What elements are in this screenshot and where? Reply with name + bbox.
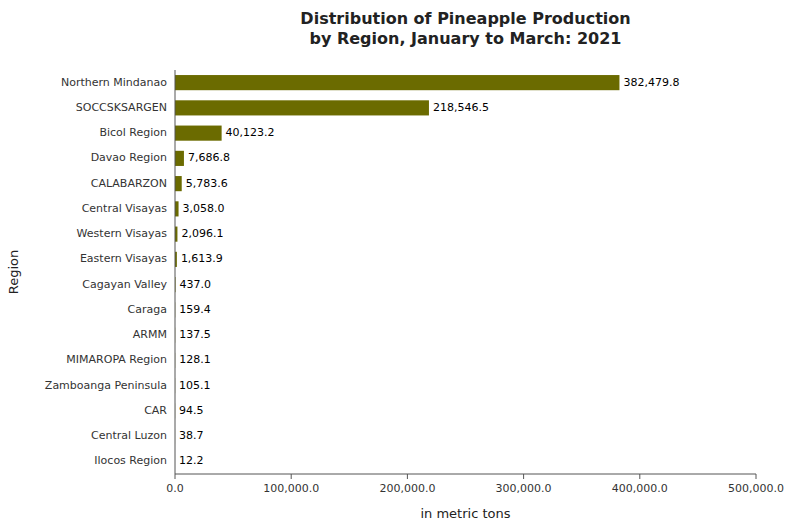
x-tick — [291, 474, 292, 479]
data-label: 94.5 — [179, 404, 204, 417]
background — [0, 0, 801, 532]
data-label: 137.5 — [179, 328, 211, 341]
title-line: Distribution of Pineapple Production — [300, 9, 630, 28]
x-tick-label: 100,000.0 — [263, 482, 319, 495]
y-tick-label: CAR — [144, 404, 167, 417]
y-tick-label: Caraga — [128, 303, 167, 316]
data-label: 1,613.9 — [181, 252, 223, 265]
bar — [175, 75, 619, 90]
data-label: 40,123.2 — [226, 126, 275, 139]
x-axis-label: in metric tons — [420, 506, 510, 521]
data-label: 437.0 — [180, 278, 212, 291]
title-line: by Region, January to March: 2021 — [309, 29, 621, 48]
title: Distribution of Pineapple Productionby R… — [300, 9, 630, 48]
y-axis-label: Region — [6, 250, 21, 295]
y-tick-label: Ilocos Region — [94, 454, 167, 467]
y-tick-label: MIMAROPA Region — [66, 353, 167, 366]
data-label: 7,686.8 — [188, 151, 230, 164]
y-tick-label: SOCCSKSARGEN — [76, 101, 167, 114]
bars — [175, 75, 619, 469]
y-tick-label: Cagayan Valley — [82, 278, 167, 291]
chart: Distribution of Pineapple Productionby R… — [0, 0, 801, 532]
x-tick — [175, 474, 176, 479]
data-label: 159.4 — [179, 303, 211, 316]
x-tick-label: 300,000.0 — [496, 482, 552, 495]
x-tick-label: 400,000.0 — [612, 482, 668, 495]
bar — [175, 176, 182, 191]
y-tick-label: Northern Mindanao — [61, 76, 167, 89]
bar — [175, 100, 429, 115]
y-axis-line — [175, 70, 176, 474]
y-tick-label: Eastern Visayas — [80, 252, 167, 265]
x-tick — [756, 474, 757, 479]
bar — [175, 126, 222, 141]
y-tick-label: CALABARZON — [91, 177, 167, 190]
y-tick-label: Western Visayas — [77, 227, 168, 240]
x-tick — [639, 474, 640, 479]
y-tick-label: Bicol Region — [99, 126, 167, 139]
y-tick-label: Davao Region — [91, 151, 167, 164]
x-tick — [407, 474, 408, 479]
x-axis-line — [175, 474, 756, 475]
y-tick-label: Central Luzon — [91, 429, 167, 442]
data-label: 128.1 — [179, 353, 211, 366]
x-tick-label: 500,000.0 — [728, 482, 784, 495]
y-tick-label: Zamboanga Peninsula — [45, 379, 167, 392]
data-label: 382,479.8 — [623, 76, 679, 89]
y-tick-label: ARMM — [133, 328, 167, 341]
x-tick — [523, 474, 524, 479]
data-label: 3,058.0 — [183, 202, 225, 215]
data-label: 5,783.6 — [186, 177, 228, 190]
data-label: 218,546.5 — [433, 101, 489, 114]
y-tick-label: Central Visayas — [82, 202, 168, 215]
data-label: 38.7 — [179, 429, 204, 442]
bar — [175, 201, 179, 216]
x-tick-label: 200,000.0 — [379, 482, 435, 495]
data-label: 105.1 — [179, 379, 211, 392]
data-label: 12.2 — [179, 454, 204, 467]
data-label: 2,096.1 — [181, 227, 223, 240]
x-tick-label: 0.0 — [166, 482, 184, 495]
bar — [175, 151, 184, 166]
